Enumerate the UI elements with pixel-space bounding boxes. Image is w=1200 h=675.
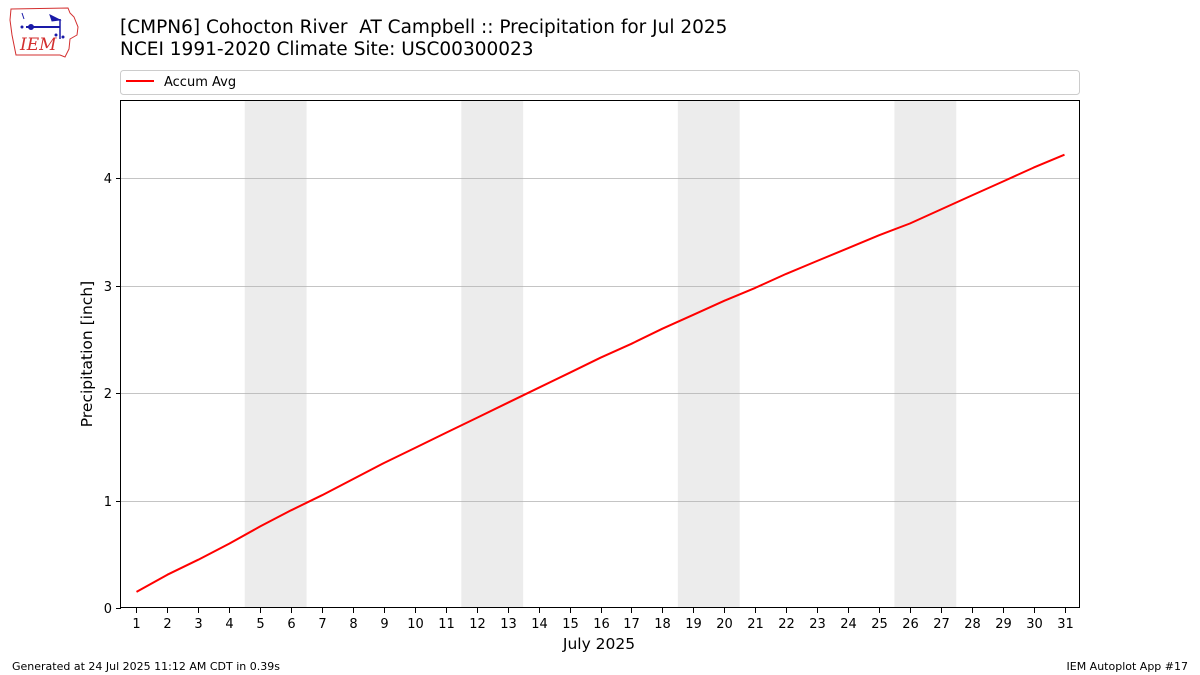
y-tick-label: 0 (104, 602, 112, 617)
plot-frame (120, 100, 1080, 608)
y-axis-label: Precipitation [inch] (78, 281, 96, 427)
x-tick-label: 27 (933, 617, 950, 632)
x-tick-label: 8 (349, 617, 357, 632)
x-tick-label: 9 (380, 617, 388, 632)
weekend-bands (244, 101, 957, 608)
x-tick-label: 3 (194, 617, 202, 632)
y-tick-label: 3 (104, 280, 112, 295)
x-axis-label: July 2025 (562, 635, 635, 653)
x-tick-label: 16 (593, 617, 610, 632)
x-tick-label: 15 (562, 617, 579, 632)
generated-timestamp: Generated at 24 Jul 2025 11:12 AM CDT in… (12, 660, 280, 673)
x-tick-label: 5 (256, 617, 264, 632)
x-tick-label: 30 (1026, 617, 1043, 632)
x-tick-label: 17 (623, 617, 640, 632)
x-tick-label: 4 (225, 617, 233, 632)
y-axis: 0 1 2 3 4 (104, 172, 121, 617)
chart-title: [CMPN6] Cohocton River AT Campbell :: Pr… (120, 17, 728, 38)
x-tick-label: 26 (902, 617, 919, 632)
weekend-band (677, 101, 740, 608)
x-tick-label: 24 (840, 617, 857, 632)
x-tick-label: 1 (132, 617, 140, 632)
iem-logo: IEM (9, 7, 79, 58)
x-tick-label: 31 (1057, 617, 1074, 632)
x-tick-label: 13 (500, 617, 517, 632)
x-tick-label: 2 (163, 617, 171, 632)
x-tick-label: 29 (995, 617, 1012, 632)
legend-box (120, 70, 1080, 95)
x-tick-label: 28 (964, 617, 981, 632)
x-tick-label: 6 (287, 617, 295, 632)
x-tick-label: 12 (469, 617, 486, 632)
x-tick-label: 23 (809, 617, 826, 632)
weekend-band (894, 101, 957, 608)
y-tick-label: 4 (104, 172, 112, 187)
legend-label: Accum Avg (164, 75, 236, 90)
x-axis: 1 2 3 4 5 6 7 8 9 10 11 12 13 14 15 16 17 18 19 20 21 22 23 24 2… (132, 608, 1074, 632)
legend: Accum Avg (120, 70, 1080, 95)
x-tick-label: 18 (654, 617, 671, 632)
y-tick-label: 2 (104, 387, 112, 402)
y-tick-label: 1 (104, 495, 112, 510)
x-tick-label: 22 (778, 617, 795, 632)
x-tick-label: 11 (438, 617, 455, 632)
x-tick-label: 21 (747, 617, 764, 632)
logo-text: IEM (19, 35, 57, 55)
series-line-accum-avg (136, 153, 1065, 593)
x-tick-label: 20 (716, 617, 733, 632)
x-tick-label: 14 (531, 617, 548, 632)
x-tick-label: 25 (871, 617, 888, 632)
weather-station-icon (20, 12, 65, 39)
app-id-label: IEM Autoplot App #17 (1066, 660, 1189, 673)
gridlines (121, 178, 1080, 502)
weekend-band (461, 101, 524, 608)
x-tick-label: 7 (318, 617, 326, 632)
weekend-band (244, 101, 307, 608)
chart-subtitle: NCEI 1991-2020 Climate Site: USC00300023 (120, 39, 534, 60)
series-layer (136, 153, 1065, 593)
x-tick-label: 10 (407, 617, 424, 632)
x-tick-label: 19 (685, 617, 702, 632)
